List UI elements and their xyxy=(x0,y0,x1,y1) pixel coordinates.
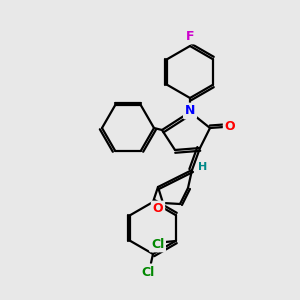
Text: O: O xyxy=(225,121,235,134)
Text: N: N xyxy=(185,104,195,118)
Text: Cl: Cl xyxy=(141,266,154,278)
Text: H: H xyxy=(198,162,208,172)
Text: F: F xyxy=(186,29,194,43)
Text: O: O xyxy=(153,202,163,215)
Text: Cl: Cl xyxy=(151,238,164,250)
